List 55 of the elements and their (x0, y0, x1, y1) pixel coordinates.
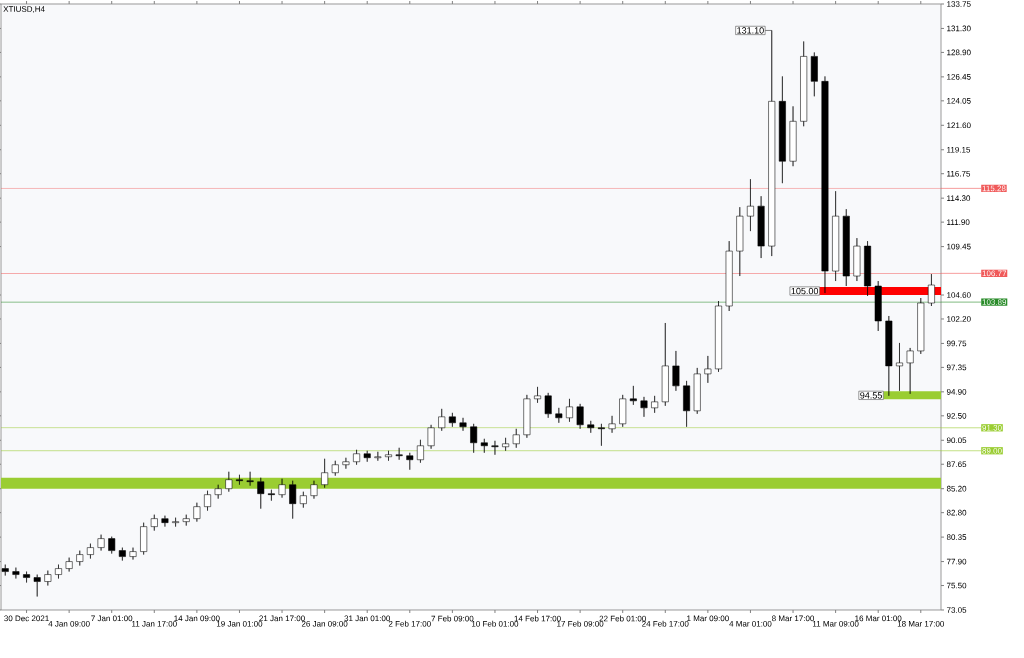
x-tick-label: 11 Mar 09:00 (812, 620, 859, 627)
ref-line-label: 115.28 (982, 185, 1006, 192)
ref-line-label: 91.30 (982, 424, 1002, 431)
x-tick-label: 18 Mar 17:00 (897, 620, 945, 627)
x-tick-label: 16 Mar 01:00 (855, 615, 902, 622)
y-tick-label: 75.50 (946, 582, 967, 589)
x-tick-label: 7 Feb 09:00 (431, 615, 474, 622)
y-tick-label: 124.05 (947, 98, 971, 104)
y-tick-label: 104.60 (947, 292, 971, 298)
y-tick-label: 97.35 (946, 364, 967, 371)
ref-line-label: 106.77 (982, 270, 1007, 277)
x-tick-label: 21 Jan 17:00 (259, 615, 305, 622)
x-tick-label: 4 Mar 01:00 (729, 620, 772, 627)
y-tick-label: 111.90 (947, 219, 970, 225)
x-tick-label: 19 Jan 01:00 (216, 620, 263, 627)
y-tick-label: 128.90 (947, 49, 971, 56)
x-tick-label: 1 Mar 09:00 (687, 615, 729, 622)
y-tick-label: 90.05 (946, 437, 967, 444)
y-tick-label: 94.90 (946, 389, 967, 395)
y-tick-label: 87.65 (946, 461, 967, 468)
x-tick-label: 26 Jan 09:00 (301, 620, 348, 627)
x-tick-label: 14 Feb 17:00 (514, 615, 561, 622)
x-tick-label: 4 Jan 09:00 (48, 620, 90, 627)
x-tick-label: 22 Feb 01:00 (599, 615, 646, 622)
x-tick-label: 17 Feb 09:00 (557, 620, 604, 627)
y-tick-label: 131.30 (947, 25, 971, 32)
y-tick-label: 82.80 (946, 509, 967, 516)
y-tick-label: 92.50 (946, 412, 967, 419)
annotation: 131.10 (737, 27, 764, 34)
ref-line-label: 89.00 (982, 447, 1002, 454)
y-tick-label: 102.20 (947, 316, 971, 322)
y-tick-label: 85.20 (946, 485, 967, 492)
y-tick-label: 73.05 (946, 607, 967, 613)
y-tick-label: 109.45 (947, 243, 971, 250)
y-tick-label: 119.15 (947, 146, 971, 153)
y-tick-label: 121.60 (947, 122, 971, 129)
x-tick-label: 24 Feb 17:00 (642, 620, 689, 627)
y-tick-label: 133.75 (947, 1, 971, 7)
y-tick-label: 80.35 (946, 534, 967, 540)
y-tick-label: 116.75 (947, 170, 971, 177)
x-tick-label: 14 Jan 09:00 (174, 615, 220, 622)
x-tick-label: 31 Jan 01:00 (344, 615, 391, 622)
y-tick-label: 77.90 (946, 558, 967, 565)
band-label: 105.00 (791, 287, 819, 295)
x-tick-label: 30 Dec 2021 (4, 615, 49, 622)
ref-line-label: 103.89 (982, 299, 1007, 305)
chart-title: XTIUSD,H4 (3, 6, 45, 13)
x-tick-label: 8 Mar 17:00 (772, 615, 815, 622)
x-tick-label: 7 Jan 01:00 (91, 615, 133, 622)
y-tick-label: 114.30 (947, 195, 971, 201)
x-tick-label: 2 Feb 17:00 (388, 620, 431, 627)
y-tick-label: 99.75 (946, 340, 967, 347)
band-label: 94.55 (860, 392, 882, 399)
x-tick-label: 11 Jan 17:00 (132, 620, 177, 627)
y-tick-label: 126.45 (947, 74, 971, 80)
